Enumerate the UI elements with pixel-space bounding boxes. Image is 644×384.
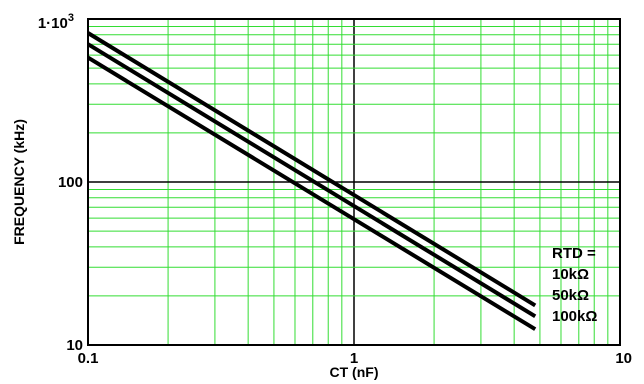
legend-title: RTD = bbox=[552, 245, 596, 262]
x-tick-labels: 0.1 1 10 bbox=[78, 350, 632, 367]
x-tick-label: 0.1 bbox=[78, 350, 99, 367]
y-tick-labels: 10 100 1·103 bbox=[38, 12, 83, 354]
x-tick-label: 1 bbox=[350, 350, 358, 367]
y-tick-label: 100 bbox=[58, 174, 83, 191]
legend-entry-50k: 50kΩ bbox=[552, 287, 589, 304]
y-axis-title: FREQUENCY (kHz) bbox=[11, 119, 27, 245]
series-line-1 bbox=[86, 42, 537, 319]
series-line-0 bbox=[86, 31, 537, 308]
legend-entry-10k: 10kΩ bbox=[552, 266, 589, 283]
series-line-2 bbox=[86, 55, 537, 331]
series-lines bbox=[86, 31, 537, 331]
legend: RTD = 10kΩ 50kΩ 100kΩ bbox=[552, 245, 597, 325]
x-axis-title: CT (nF) bbox=[330, 364, 379, 380]
legend-entry-100k: 100kΩ bbox=[552, 308, 597, 325]
grid bbox=[88, 19, 620, 345]
x-tick-label: 10 bbox=[615, 350, 632, 367]
y-tick-label: 10 bbox=[66, 337, 83, 354]
y-tick-label: 1·103 bbox=[38, 12, 74, 32]
y-tick-exponent: 3 bbox=[68, 12, 74, 24]
plot-frame bbox=[87, 18, 621, 346]
